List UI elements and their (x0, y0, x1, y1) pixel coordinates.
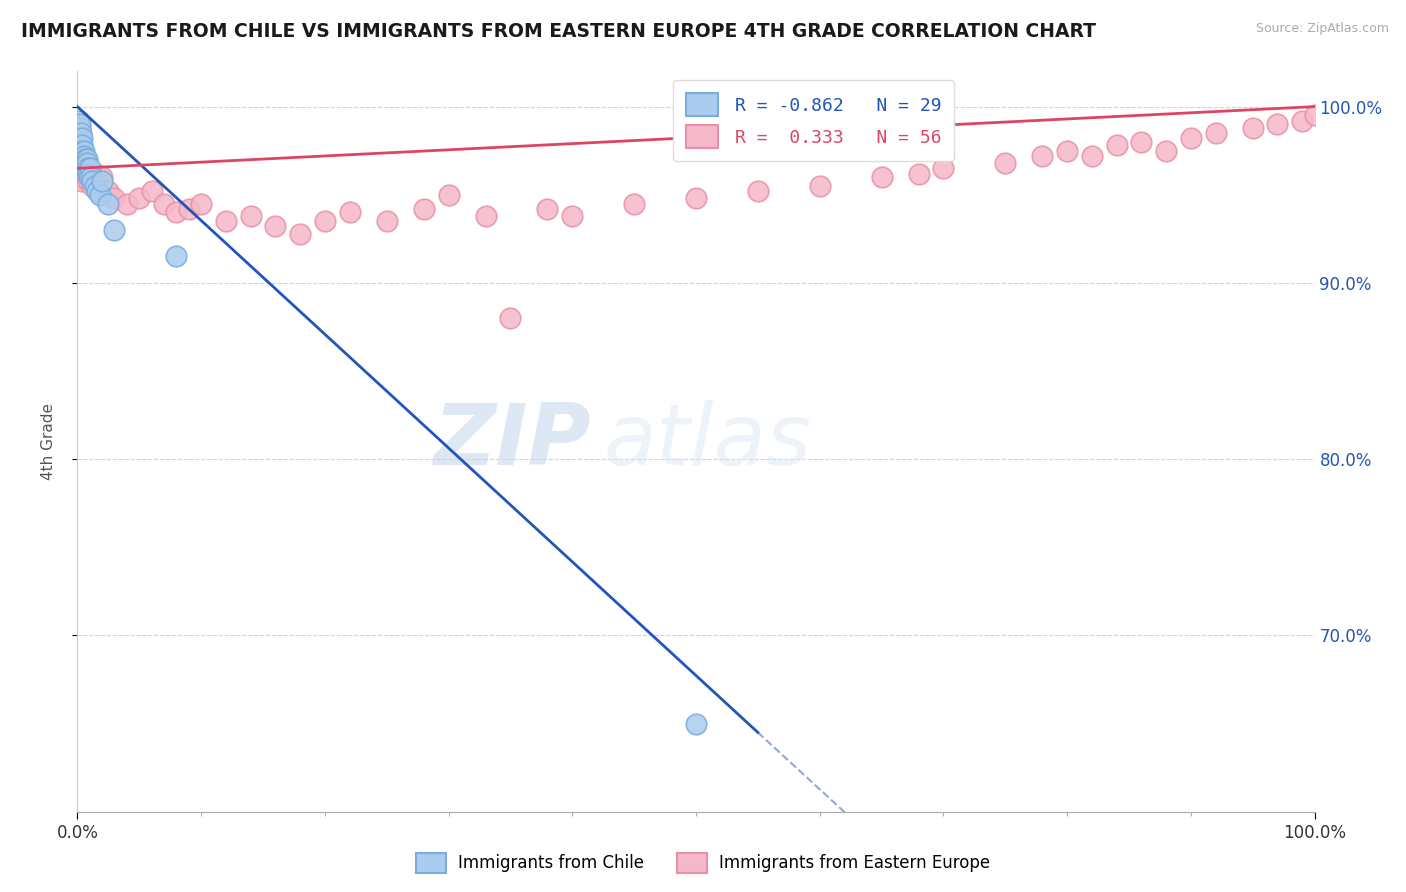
Point (264, 219, 287, 234)
Point (70, 126, 93, 140)
Point (437, 187, 460, 202)
Point (72, 138, 94, 153)
Point (67, 113, 90, 128)
Point (80, 170, 103, 185)
Point (536, 202, 558, 216)
Point (474, 209, 496, 223)
Point (76, 153, 98, 167)
Point (1130, 135, 1153, 149)
Point (75, 167, 97, 181)
Point (75, 161, 97, 176)
Point (69, 117, 91, 131)
Point (623, 196, 645, 211)
Point (128, 191, 150, 205)
Point (103, 191, 125, 205)
Point (215, 214, 238, 228)
Point (70, 131, 93, 145)
Point (76, 170, 98, 185)
Point (339, 205, 361, 219)
Point (747, 184, 769, 198)
Point (808, 178, 831, 193)
Point (79, 161, 101, 176)
Point (239, 209, 262, 223)
Point (994, 156, 1017, 170)
Point (77, 167, 100, 181)
Point (79, 170, 101, 185)
Point (91, 174, 114, 188)
Point (1154, 144, 1177, 158)
Point (73, 161, 96, 176)
Text: IMMIGRANTS FROM CHILE VS IMMIGRANTS FROM EASTERN EUROPE 4TH GRADE CORRELATION CH: IMMIGRANTS FROM CHILE VS IMMIGRANTS FROM… (21, 22, 1097, 41)
Point (82, 174, 104, 188)
Point (69, 167, 91, 181)
Text: Source: ZipAtlas.com: Source: ZipAtlas.com (1256, 22, 1389, 36)
Point (72, 144, 94, 158)
Point (1291, 113, 1313, 128)
Point (76, 156, 98, 170)
Point (165, 250, 187, 264)
Point (83, 178, 105, 193)
Legend: R = -0.862   N = 29, R =  0.333   N = 56: R = -0.862 N = 29, R = 0.333 N = 56 (673, 80, 953, 161)
Point (77, 174, 100, 188)
Point (72, 174, 94, 188)
Point (1081, 149, 1104, 163)
Point (1267, 117, 1289, 131)
Point (165, 205, 187, 219)
Y-axis label: 4th Grade: 4th Grade (42, 403, 56, 480)
Point (412, 202, 434, 216)
Point (1031, 149, 1053, 163)
Point (89, 187, 111, 202)
Point (288, 227, 311, 241)
Point (907, 167, 929, 181)
Point (1056, 144, 1078, 158)
Point (73, 153, 96, 167)
Point (314, 214, 336, 228)
Point (82, 178, 104, 193)
Text: ZIP: ZIP (433, 400, 591, 483)
Point (1180, 131, 1202, 145)
Point (73, 149, 96, 163)
Point (67, 161, 90, 176)
Point (103, 223, 125, 237)
Point (153, 196, 176, 211)
Point (141, 184, 163, 198)
Point (91, 170, 114, 185)
Point (115, 196, 138, 211)
Point (67, 117, 90, 131)
Point (177, 202, 200, 216)
Point (72, 153, 94, 167)
Point (1241, 120, 1264, 135)
Text: atlas: atlas (603, 400, 811, 483)
Point (932, 161, 955, 176)
Point (75, 156, 97, 170)
Point (97, 184, 120, 198)
Point (685, 716, 707, 731)
Point (375, 214, 398, 228)
Point (77, 170, 100, 185)
Point (76, 161, 98, 176)
Point (1205, 126, 1227, 140)
Point (84, 167, 107, 181)
Point (1303, 108, 1326, 122)
Point (190, 196, 212, 211)
Point (685, 191, 707, 205)
Point (561, 209, 583, 223)
Point (69, 120, 91, 135)
Point (97, 196, 120, 211)
Point (72, 144, 94, 158)
Legend: Immigrants from Chile, Immigrants from Eastern Europe: Immigrants from Chile, Immigrants from E… (409, 847, 997, 880)
Point (499, 311, 522, 326)
Point (86, 184, 108, 198)
Point (89, 178, 111, 193)
Point (870, 170, 893, 185)
Point (70, 170, 93, 185)
Point (1105, 138, 1128, 153)
